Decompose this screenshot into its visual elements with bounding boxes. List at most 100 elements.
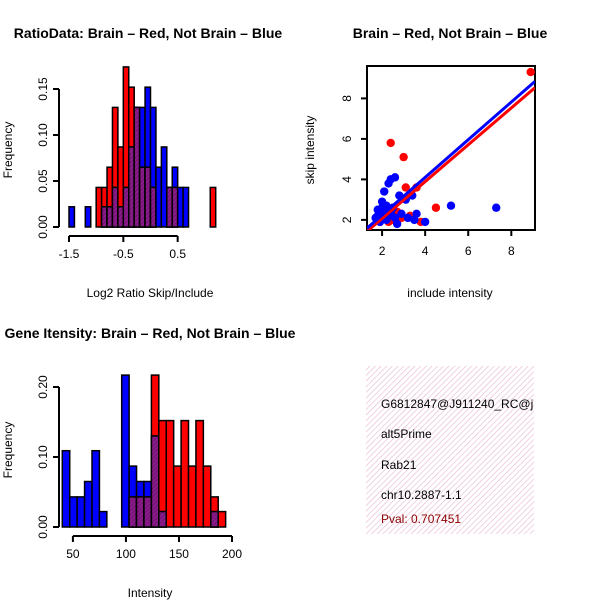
ratio-y-tick-label: 0.15 — [36, 77, 50, 101]
scatter-frame — [366, 65, 536, 231]
scatter-y-tick-label: 6 — [340, 135, 354, 142]
scatter-marks — [367, 67, 535, 230]
info-location: chr10.2887-1.1 — [381, 488, 462, 502]
scatter-x-tick-label: 2 — [379, 244, 386, 258]
scatter-x-tick-label: 8 — [508, 244, 515, 258]
intensity-y-tick-label: 0.20 — [36, 375, 50, 399]
scatter-point-brain — [399, 152, 408, 162]
intensity-bar-notbrain — [83, 480, 93, 528]
scatter-point-notbrain — [420, 217, 430, 227]
ratio-x-tick-label: -0.5 — [113, 247, 134, 261]
intensity-bar-overlap — [143, 496, 153, 528]
ratio-bar-overlap — [106, 206, 114, 228]
scatter-y-tick-label: 2 — [340, 216, 354, 223]
intensity-bar-brain — [180, 419, 190, 528]
scatter-point-notbrain — [380, 187, 389, 196]
ratio-bar-notbrain — [182, 186, 190, 228]
scatter-y-tick-label: 4 — [340, 176, 354, 183]
info-panel: G6812847@J911240_RC@j alt5Prime Rab21 ch… — [366, 366, 534, 534]
ratio-bars — [68, 66, 217, 228]
ratio-bar-notbrain — [176, 186, 184, 228]
info-id: G6812847@J911240_RC@j — [381, 397, 533, 411]
scatter-ylabel: skip intensity — [303, 116, 317, 185]
scatter-point-notbrain — [446, 201, 456, 210]
intensity-x-tick-label: 200 — [222, 547, 242, 561]
intensity-bar-overlap — [135, 496, 145, 528]
ratio-bar-overlap — [122, 186, 130, 228]
ratio-bar-overlap — [111, 186, 119, 228]
scatter-axes: 2 4 6 8 2 4 6 8 — [340, 95, 515, 258]
scatter-point-notbrain — [403, 213, 413, 223]
info-gene: Rab21 — [381, 458, 417, 472]
ratio-bar-notbrain — [68, 206, 76, 228]
intensity-bar-brain — [187, 465, 197, 528]
intensity-x-tick-label: 100 — [116, 547, 136, 561]
scatter-point-brain — [401, 183, 410, 192]
ratio-bar-brain — [95, 186, 103, 228]
intensity-x-tick-label: 150 — [169, 547, 189, 561]
intensity-bar-brain — [202, 465, 212, 528]
ratio-y-tick-label: 0.10 — [36, 123, 50, 147]
scatter-point-brain — [386, 138, 395, 148]
ratio-bar-overlap — [100, 206, 108, 228]
ratio-histogram: RatioData: Brain – Red, Not Brain – Blue… — [1, 25, 282, 300]
ratio-bar-overlap — [149, 186, 157, 228]
intensity-bar-overlap — [150, 435, 160, 528]
info-pval: Pval: 0.707451 — [381, 512, 461, 526]
scatter-plot: Brain – Red, Not Brain – Blue 2 4 6 8 2 4 6 8 i… — [303, 25, 547, 300]
ratio-bar-notbrain — [160, 146, 168, 228]
ratio-y-tick-label: 0.05 — [36, 169, 50, 193]
ratio-bar-overlap — [166, 186, 173, 228]
intensity-bar-brain — [217, 510, 227, 528]
intensity-bar-notbrain — [61, 449, 71, 528]
intensity-histogram: Gene Itensity: Brain – Red, Not Brain – … — [1, 325, 296, 600]
scatter-x-tick-label: 6 — [465, 244, 472, 258]
intensity-y-tick-label: 0.10 — [36, 445, 50, 469]
ratio-x-tick-label: -1.5 — [59, 247, 80, 261]
scatter-title: Brain – Red, Not Brain – Blue — [353, 25, 548, 41]
intensity-bars — [61, 374, 227, 528]
scatter-x-tick-label: 4 — [422, 244, 429, 258]
ratio-y-tick-label: 0.00 — [36, 215, 50, 239]
ratio-bar-brain — [209, 186, 217, 228]
scatter-point-brain — [526, 67, 535, 77]
ratio-ylabel: Frequency — [1, 122, 15, 179]
ratio-bar-overlap — [144, 166, 152, 228]
ratio-title: RatioData: Brain – Red, Not Brain – Blue — [14, 25, 283, 41]
intensity-title: Gene Itensity: Brain – Red, Not Brain – … — [5, 325, 296, 341]
intensity-bar-overlap — [158, 510, 167, 528]
intensity-x-tick-label: 50 — [66, 547, 80, 561]
intensity-y-tick-label: 0.00 — [36, 515, 50, 539]
ratio-bar-overlap — [171, 186, 179, 228]
intensity-bar-notbrain — [98, 510, 108, 528]
intensity-bar-brain — [172, 465, 182, 528]
intensity-bar-notbrain — [91, 449, 101, 528]
intensity-axes: 50 100 150 200 0.00 0.10 0.20 — [36, 375, 242, 561]
ratio-bar-notbrain — [84, 206, 92, 228]
intensity-xlabel: Intensity — [128, 586, 173, 600]
intensity-bar-notbrain — [68, 496, 78, 528]
scatter-y-tick-label: 8 — [340, 95, 354, 102]
ratio-bar-overlap — [133, 106, 141, 228]
scatter-point-notbrain — [492, 203, 501, 212]
info-event: alt5Prime — [381, 427, 432, 441]
ratio-axes: -1.5 -0.5 0.5 0.00 0.05 0.10 0.15 — [36, 77, 186, 261]
intensity-bar-notbrain — [120, 374, 130, 528]
ratio-bar-notbrain — [155, 166, 163, 228]
intensity-bar-overlap — [128, 496, 138, 528]
intensity-bar-notbrain — [76, 496, 86, 528]
scatter-point-notbrain — [390, 173, 400, 182]
scatter-point-notbrain — [397, 209, 406, 219]
ratio-bar-overlap — [138, 166, 146, 228]
ratio-xlabel: Log2 Ratio Skip/Include — [87, 286, 214, 300]
scatter-point-notbrain — [412, 209, 421, 219]
scatter-point-notbrain — [384, 179, 393, 188]
ratio-bar-overlap — [128, 146, 135, 228]
intensity-bar-brain — [195, 419, 205, 528]
ratio-bar-overlap — [117, 206, 125, 228]
intensity-bar-brain — [165, 419, 175, 528]
scatter-fit-line-brain — [367, 86, 535, 230]
scatter-point-notbrain — [377, 203, 387, 212]
ratio-x-tick-label: 0.5 — [169, 247, 186, 261]
